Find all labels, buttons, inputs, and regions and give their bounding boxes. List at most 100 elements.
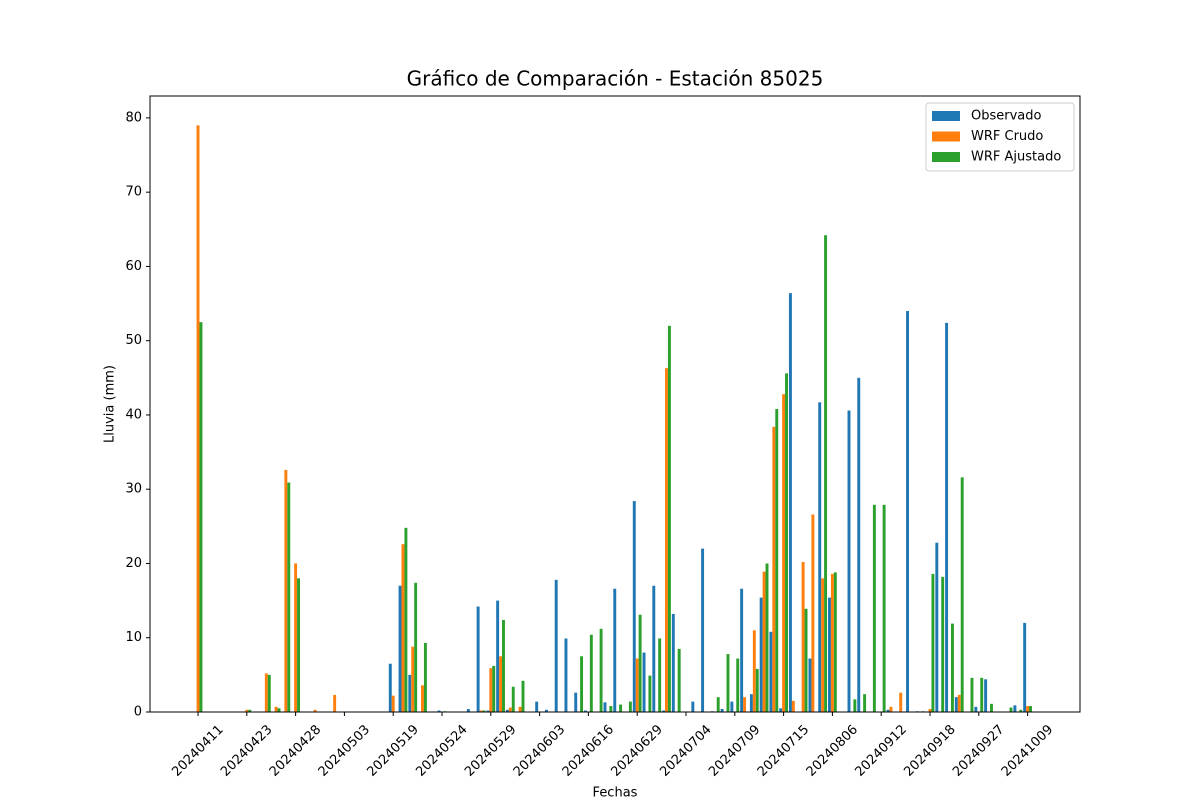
bar — [404, 527, 408, 712]
bar — [1029, 706, 1032, 712]
x-tick-label: 20240715 — [755, 722, 812, 779]
bar — [740, 588, 744, 712]
x-tick-label: 20240411 — [169, 722, 226, 779]
bar — [564, 638, 568, 712]
plot-area — [196, 125, 1032, 713]
bar — [788, 293, 792, 712]
bar — [886, 709, 890, 712]
x-tick-label: 20240927 — [950, 722, 1007, 779]
bar — [294, 563, 298, 712]
x-tick-label: 20240912 — [852, 722, 909, 779]
bar — [505, 709, 509, 712]
bar — [782, 394, 786, 712]
bar — [872, 504, 876, 712]
bar — [388, 663, 392, 712]
x-tick-label: 20240603 — [511, 722, 568, 779]
bar — [414, 582, 418, 712]
bar — [508, 707, 512, 712]
bar — [984, 679, 988, 712]
bar — [476, 606, 480, 712]
bar — [720, 709, 724, 712]
bar — [499, 656, 503, 712]
bar — [544, 709, 548, 712]
bar — [398, 585, 402, 712]
bar — [658, 638, 662, 712]
bar — [801, 561, 805, 712]
x-tick-label: 20240503 — [316, 722, 373, 779]
bar — [267, 674, 271, 712]
bar — [762, 571, 766, 712]
bar — [906, 310, 910, 712]
bar — [652, 585, 656, 712]
x-tick-label: 20240704 — [657, 722, 714, 779]
bar — [628, 701, 632, 712]
y-tick-label: 30 — [125, 482, 142, 497]
bar — [1023, 622, 1027, 712]
x-tick-label: 20240918 — [901, 722, 958, 779]
bar — [665, 368, 668, 712]
bar — [759, 597, 763, 712]
bar — [726, 654, 730, 712]
bar — [863, 694, 867, 712]
x-tick-label: 20240709 — [706, 722, 763, 779]
y-axis-label: Lluvia (mm) — [103, 365, 118, 443]
bar — [1019, 709, 1023, 712]
bar — [811, 514, 815, 712]
x-tick-label: 20240806 — [804, 722, 861, 779]
bar — [785, 373, 788, 712]
axes-frame — [149, 95, 1081, 713]
bar — [277, 708, 281, 712]
bar — [821, 578, 825, 712]
x-tick-label: 20240529 — [462, 722, 519, 779]
x-tick-label: 20240629 — [609, 722, 666, 779]
x-tick-label: 20240428 — [267, 722, 324, 779]
bar — [830, 573, 834, 712]
x-tick-label: 20240519 — [365, 722, 422, 779]
bar — [1009, 707, 1013, 712]
bar — [521, 680, 525, 712]
bar — [333, 694, 337, 712]
bar — [931, 573, 935, 712]
bar — [437, 710, 441, 712]
bar — [743, 697, 747, 712]
bar — [391, 695, 395, 712]
bar — [245, 709, 249, 712]
bar — [609, 706, 613, 712]
x-tick-label: 20240616 — [560, 722, 617, 779]
bar — [701, 548, 705, 712]
bar — [479, 710, 483, 712]
bar — [511, 686, 515, 712]
bar — [648, 675, 652, 712]
y-tick-label: 80 — [125, 110, 142, 125]
legend-swatch — [932, 131, 960, 142]
y-tick-label: 40 — [125, 407, 142, 422]
bar — [489, 668, 493, 712]
bar — [619, 704, 623, 712]
bar — [775, 409, 779, 712]
bar — [889, 706, 893, 712]
bar — [264, 673, 268, 712]
bar — [635, 658, 639, 712]
bar — [779, 708, 783, 712]
bar — [755, 668, 759, 712]
bar — [466, 709, 470, 712]
bar — [736, 658, 740, 712]
y-tick-label: 0 — [134, 705, 142, 720]
y-tick-label: 50 — [125, 333, 142, 348]
bar — [313, 709, 317, 712]
bar — [603, 702, 607, 712]
bar — [196, 125, 200, 713]
legend-label: WRF Ajustado — [971, 150, 1061, 165]
bar — [950, 623, 954, 712]
bar — [496, 600, 500, 712]
bar — [297, 578, 301, 712]
x-tick-label: 20240423 — [218, 722, 275, 779]
bar — [671, 613, 675, 712]
bar — [941, 576, 945, 712]
bar — [589, 634, 593, 712]
bar — [642, 652, 646, 712]
bar — [248, 709, 252, 712]
bar — [970, 677, 974, 712]
bar — [1013, 705, 1017, 712]
